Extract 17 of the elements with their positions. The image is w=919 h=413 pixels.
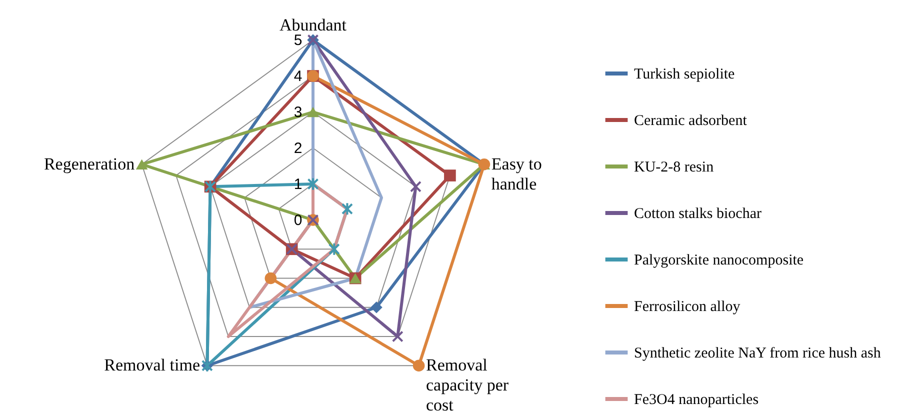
legend-label: Fe3O4 nanoparticles <box>634 392 759 408</box>
legend-label: Turkish sepiolite <box>634 66 736 82</box>
legend-label: Palygorskite nanocomposite <box>634 252 804 268</box>
spoke-label: Removal time <box>104 356 200 375</box>
legend-label: Synthetic zeolite NaY from rice hush ash <box>634 346 882 362</box>
spoke-label: Abundant <box>279 16 347 35</box>
legend-label: Ceramic adsorbent <box>634 113 748 129</box>
legend-label: Cotton stalks biochar <box>634 206 762 222</box>
y-tick-label: 0 <box>294 212 302 229</box>
legend-label: KU-2-8 resin <box>634 160 714 176</box>
spoke-label: Removal capacity per cost <box>426 356 509 413</box>
spoke-label: Regeneration <box>44 154 136 174</box>
y-tick-label: 5 <box>294 32 302 49</box>
y-tick-label: 2 <box>294 140 302 157</box>
legend-label: Ferrosilicon alloy <box>634 299 741 315</box>
spoke-label: Easy to handle <box>491 154 542 194</box>
y-tick-label: 4 <box>294 68 302 85</box>
